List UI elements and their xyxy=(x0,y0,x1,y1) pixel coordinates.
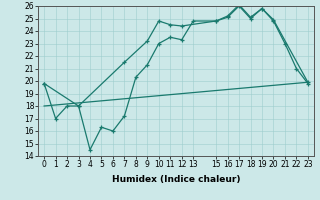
X-axis label: Humidex (Indice chaleur): Humidex (Indice chaleur) xyxy=(112,175,240,184)
